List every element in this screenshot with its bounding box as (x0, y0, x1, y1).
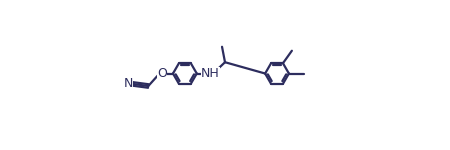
Text: NH: NH (201, 67, 220, 80)
Text: N: N (124, 77, 133, 90)
Text: O: O (157, 67, 166, 80)
